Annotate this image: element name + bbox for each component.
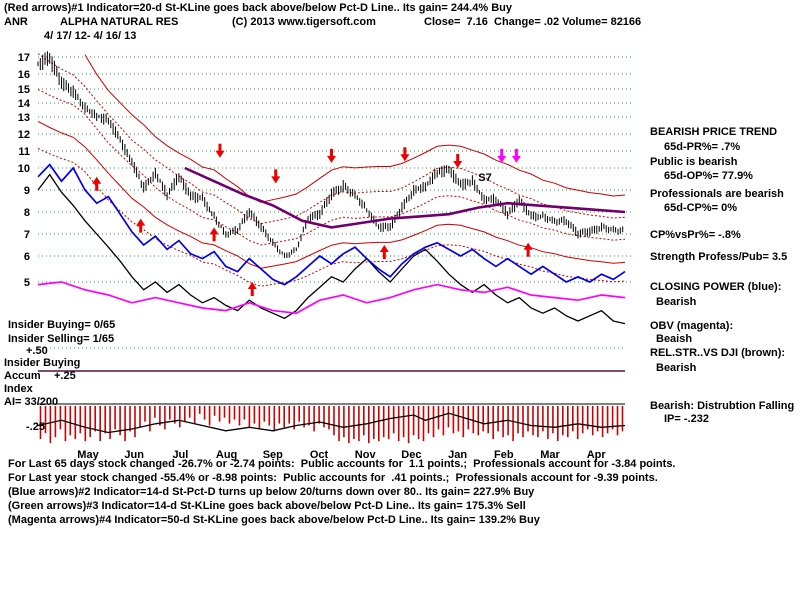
footer-line-2: For Last year stock changed -55.4% or -8…: [8, 472, 658, 484]
month-label: Jan: [448, 449, 467, 461]
month-label: Mar: [540, 449, 560, 461]
accum-label-2: Accum: [4, 370, 41, 382]
up-arrow-icon: [92, 176, 102, 191]
svg-text:8: 8: [24, 207, 30, 219]
month-label: Dec: [401, 449, 421, 461]
down-arrow-icon: [497, 148, 507, 163]
svg-text:15: 15: [18, 84, 30, 96]
down-arrow-icon: [511, 148, 521, 163]
down-arrow-icon: [400, 147, 410, 162]
s7-annotation: S7: [478, 172, 491, 184]
closing-power-header: CLOSING POWER (blue):: [650, 281, 782, 293]
month-label: Jun: [124, 449, 144, 461]
insider-buying-stat: Insider Buying= 0/65: [8, 319, 116, 331]
op-stat: 65d-OP%= 77.9%: [664, 170, 753, 182]
scale-minus-25: -.25: [26, 421, 45, 433]
svg-text:9: 9: [24, 185, 30, 197]
svg-text:11: 11: [18, 146, 30, 158]
insider-selling-stat: Insider Selling= 1/65: [8, 333, 115, 345]
rel_strength-series: [37, 173, 626, 325]
copyright: (C) 2013 www.tigersoft.com: [232, 16, 376, 28]
up-arrow-icon: [523, 242, 533, 257]
date-range: 4/ 17/ 12- 4/ 16/ 13: [44, 30, 137, 42]
x-axis-labels: May Jun Jul Aug Sep Oct Nov Dec Jan Feb Mar Apr: [77, 449, 606, 461]
up-arrow-icon: [379, 245, 389, 259]
rel_strength-line: [37, 173, 626, 325]
obv-series: [37, 281, 626, 315]
svg-text:6: 6: [24, 251, 30, 263]
obv-line: [37, 281, 626, 315]
price-bands: [37, 53, 626, 287]
up-arrow-icon: [247, 282, 257, 296]
footer-line-4: (Green arrows)#3 Indicator=14-d St-KLine…: [8, 500, 526, 512]
closing-power-state: Bearish: [656, 296, 697, 308]
professionals-state: Professionals are bearish: [650, 188, 784, 200]
down-arrow-icon: [215, 143, 225, 158]
down-arrow-icon: [327, 148, 336, 163]
down-arrow-icon: [453, 154, 463, 168]
relstr-header: REL.STR..VS DJI (brown):: [650, 347, 786, 359]
month-label: May: [77, 449, 99, 461]
svg-text:10: 10: [18, 163, 30, 175]
month-label: Sep: [263, 449, 283, 461]
obv-state: Beaish: [656, 333, 693, 345]
up-arrow-icon: [136, 218, 146, 233]
footer-line-5: (Magenta arrows)#4 Indicator=50-d St-KLi…: [8, 514, 540, 526]
obv-header: OBV (magenta):: [650, 320, 734, 332]
indicator-1-line: (Red arrows)#1 Indicator=20-d St-KLine g…: [4, 2, 512, 14]
relstr-state: Bearish: [656, 362, 697, 374]
svg-text:14: 14: [18, 98, 31, 110]
signal-arrows: S7: [92, 143, 533, 296]
ma65-line: [184, 166, 626, 229]
distribution-state: Bearish: Distrubtion Falling: [650, 400, 795, 412]
month-label: Feb: [494, 449, 514, 461]
price-bars: [37, 51, 624, 258]
footer-line-1: For Last 65 days stock changed -26.7% or…: [8, 458, 676, 470]
ip-stat: IP= -.232: [664, 413, 709, 425]
svg-text:13: 13: [18, 112, 30, 124]
accum-index-line: [37, 412, 626, 434]
ticker-symbol: ANR: [4, 16, 28, 28]
footer-line-3: (Blue arrows)#2 Indicator=14-d St-Pct-D …: [8, 486, 535, 498]
strength-stat: Strength Profess/Pub= 3.5: [650, 251, 788, 263]
grid-lines: [38, 56, 632, 349]
cpvspr-stat: CP%vsPr%= -.8%: [650, 229, 741, 241]
volume-panel: [37, 403, 626, 444]
accum-label-1: Insider Buying: [4, 357, 81, 369]
accum-label-3: Index: [4, 383, 33, 395]
up-arrow-icon: [209, 227, 219, 242]
down-arrow-icon: [271, 169, 281, 184]
svg-text:12: 12: [18, 129, 30, 141]
cp-stat: 65d-CP%= 0%: [664, 202, 738, 214]
month-label: Nov: [355, 449, 377, 461]
svg-text:5: 5: [24, 277, 30, 289]
month-label: Apr: [587, 449, 607, 461]
y-axis-labels: 17 16 15 14 13 12 11 10 9 8 7 6 5: [18, 52, 31, 289]
scale-plus-25: +.25: [54, 370, 76, 382]
closing_power-line: [37, 163, 626, 286]
svg-text:7: 7: [24, 229, 30, 241]
scale-plus-50: +.50: [26, 345, 48, 357]
public-state: Public is bearish: [650, 156, 738, 168]
quote-summary: Close= 7.16 Change= .02 Volume= 82166: [424, 16, 642, 28]
company-name: ALPHA NATURAL RES: [60, 16, 179, 28]
month-label: Jul: [172, 449, 188, 461]
svg-text:16: 16: [18, 69, 30, 81]
trend-header: BEARISH PRICE TREND: [650, 126, 778, 138]
month-label: Aug: [216, 449, 237, 461]
closing_power-series: [37, 163, 626, 286]
ai-value: AI= 33/200: [4, 396, 59, 408]
svg-text:17: 17: [18, 52, 30, 64]
pr-stat: 65d-PR%= .7%: [664, 141, 741, 153]
month-label: Oct: [310, 449, 329, 461]
ma65-series: [184, 166, 626, 229]
